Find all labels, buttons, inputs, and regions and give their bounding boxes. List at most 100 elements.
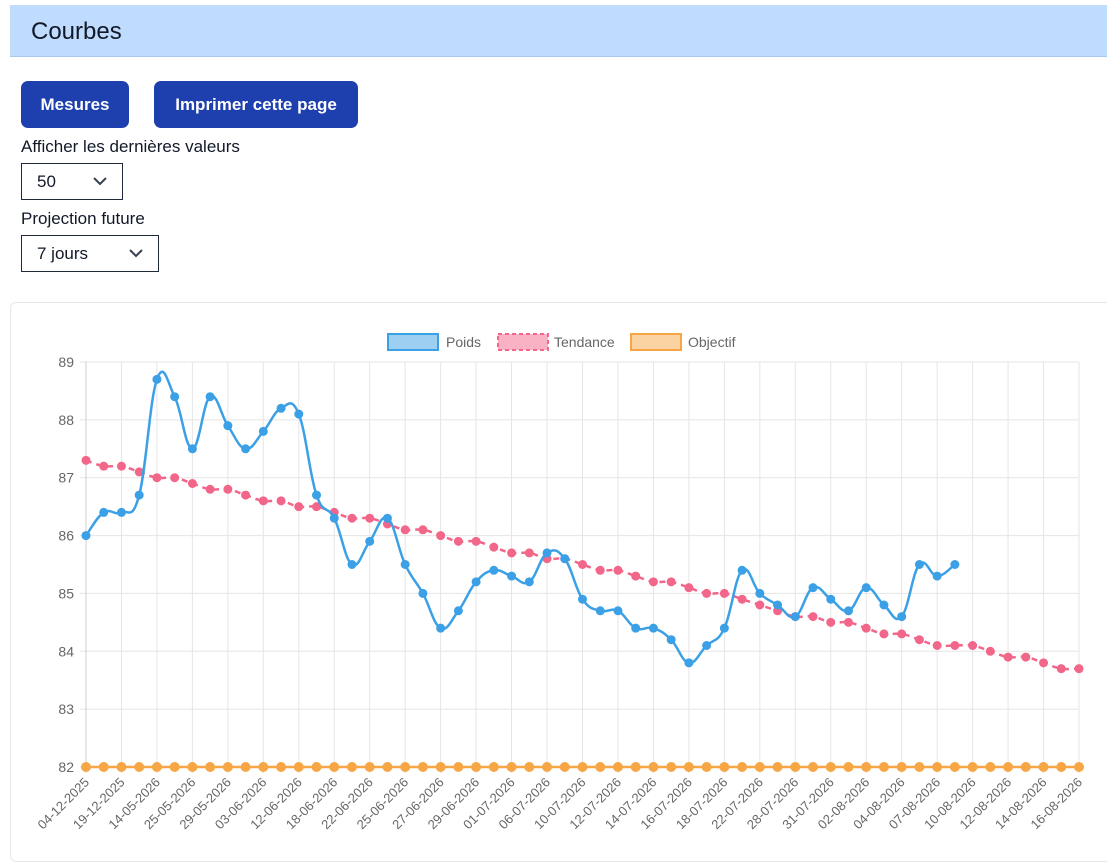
data-point-objectif: [896, 762, 907, 772]
data-point-objectif: [843, 762, 854, 772]
data-point-objectif: [666, 762, 677, 772]
data-point-objectif: [1074, 762, 1084, 772]
data-point-poids: [507, 571, 517, 581]
y-tick-label: 86: [58, 528, 74, 544]
data-point-tendance: [99, 461, 109, 471]
data-point-poids: [99, 507, 109, 517]
y-tick-label: 88: [58, 412, 74, 428]
data-point-poids: [258, 426, 268, 436]
data-point-objectif: [116, 762, 127, 772]
data-point-poids: [170, 392, 180, 402]
data-point-objectif: [790, 762, 801, 772]
data-point-objectif: [648, 762, 659, 772]
projection-select[interactable]: 7 jours: [21, 235, 159, 272]
data-point-poids: [861, 583, 871, 593]
last-values-select[interactable]: 50: [21, 163, 123, 200]
data-point-tendance: [524, 548, 534, 558]
data-point-tendance: [170, 473, 180, 483]
data-point-tendance: [276, 496, 286, 506]
data-point-tendance: [843, 617, 853, 627]
data-point-objectif: [151, 762, 162, 772]
data-point-poids: [81, 531, 91, 541]
data-point-objectif: [98, 762, 109, 772]
data-point-tendance: [578, 560, 587, 569]
data-point-objectif: [435, 762, 446, 772]
data-point-tendance: [258, 496, 268, 506]
data-point-tendance: [489, 542, 499, 552]
chevron-down-icon: [129, 249, 143, 258]
data-point-tendance: [241, 490, 251, 500]
data-point-poids: [365, 536, 375, 546]
data-point-poids: [879, 600, 889, 610]
data-point-objectif: [577, 762, 588, 772]
data-point-tendance: [897, 629, 907, 639]
data-point-poids: [347, 560, 357, 569]
data-point-tendance: [205, 484, 215, 494]
data-point-objectif: [737, 762, 748, 772]
data-point-objectif: [595, 762, 606, 772]
data-point-objectif: [932, 762, 943, 772]
data-point-tendance: [436, 531, 446, 541]
chevron-down-icon: [93, 177, 107, 186]
data-point-poids: [897, 612, 907, 622]
y-tick-label: 84: [58, 643, 74, 659]
y-tick-label: 82: [58, 759, 74, 775]
legend-label: Poids: [446, 334, 481, 350]
data-point-tendance: [719, 588, 729, 598]
projection-label: Projection future: [21, 209, 145, 228]
data-point-poids: [453, 606, 463, 616]
data-point-objectif: [825, 762, 836, 772]
legend-label: Objectif: [688, 334, 736, 350]
data-point-tendance: [365, 513, 375, 523]
data-point-poids: [719, 623, 729, 633]
data-point-objectif: [134, 762, 145, 772]
weight-chart: 828384858687888904-12-202519-12-202514-0…: [34, 333, 1085, 832]
data-point-objectif: [258, 762, 269, 772]
data-point-poids: [932, 571, 942, 581]
data-point-poids: [808, 583, 818, 593]
print-page-button[interactable]: Imprimer cette page: [154, 81, 358, 128]
data-point-tendance: [808, 612, 818, 622]
data-point-tendance: [648, 577, 658, 587]
data-point-tendance: [950, 641, 960, 650]
legend-swatch: [387, 333, 439, 351]
legend-swatch: [630, 333, 682, 351]
data-point-tendance: [755, 600, 765, 610]
data-point-poids: [382, 513, 392, 523]
data-point-objectif: [417, 762, 428, 772]
data-point-poids: [613, 606, 623, 616]
data-point-tendance: [684, 583, 694, 593]
data-point-objectif: [293, 762, 304, 772]
data-point-objectif: [754, 762, 765, 772]
data-point-poids: [418, 588, 428, 598]
data-point-objectif: [222, 762, 233, 772]
mesures-button[interactable]: Mesures: [21, 81, 129, 128]
data-point-poids: [595, 606, 605, 616]
last-values-label: Afficher les dernières valeurs: [21, 137, 240, 156]
data-point-poids: [773, 600, 783, 610]
data-point-poids: [560, 554, 570, 564]
data-point-objectif: [240, 762, 251, 772]
data-point-tendance: [666, 577, 676, 587]
data-point-objectif: [382, 762, 393, 772]
data-point-objectif: [719, 762, 730, 772]
data-point-tendance: [985, 646, 995, 656]
data-point-tendance: [1003, 652, 1013, 662]
data-point-tendance: [1039, 658, 1049, 668]
data-point-objectif: [506, 762, 517, 772]
data-point-poids: [666, 635, 676, 645]
series-line-poids: [84, 370, 956, 665]
data-point-poids: [843, 606, 853, 616]
data-point-poids: [205, 392, 215, 402]
data-point-objectif: [524, 762, 535, 772]
data-point-tendance: [968, 641, 978, 650]
data-point-poids: [826, 594, 836, 604]
data-point-objectif: [1020, 762, 1031, 772]
chart-card: 82 83 84 85 86 87 88 89 04-12-2025 19-12-2025 14-0…: [10, 302, 1107, 862]
y-tick-label: 87: [58, 470, 74, 486]
data-point-tendance: [737, 594, 747, 604]
data-point-tendance: [81, 455, 91, 465]
data-point-tendance: [879, 629, 889, 639]
data-point-objectif: [276, 762, 287, 772]
data-point-objectif: [205, 762, 216, 772]
